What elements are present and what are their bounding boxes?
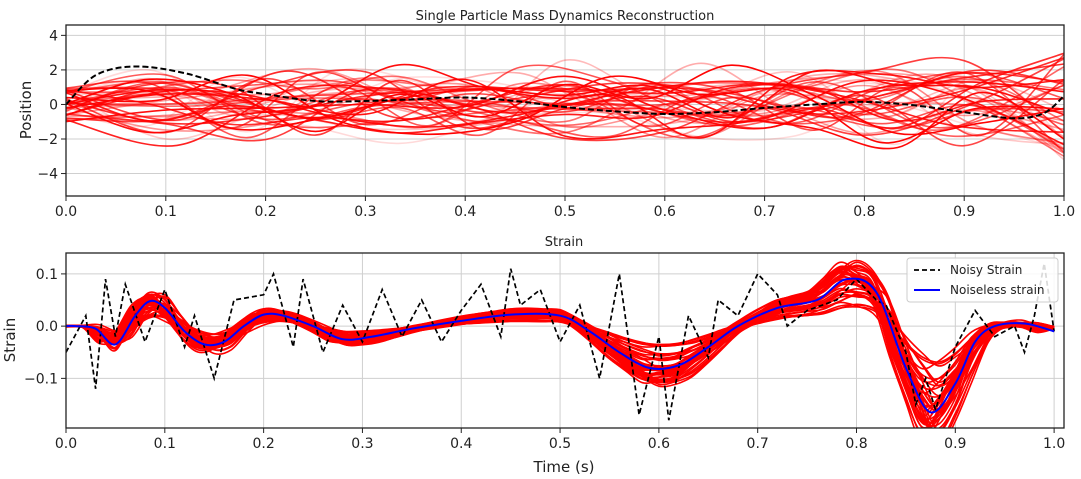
legend-box: [906, 257, 1059, 303]
position-y-tick-label: −2: [37, 132, 58, 148]
strain-x-tick-label: 0.0: [55, 436, 77, 452]
position-sample-line: [66, 63, 1064, 125]
position-sample-line: [66, 81, 1064, 139]
position-y-tick-label: 4: [49, 28, 58, 44]
position-truth-line: [66, 65, 1064, 120]
position-y-ticks: 4 2 0 −2 −4: [37, 28, 66, 183]
strain-y-tick-label: 0.1: [36, 267, 58, 283]
strain-x-label: Time (s): [533, 458, 595, 476]
position-sample-line: [66, 78, 1064, 146]
strain-x-tick-label: 0.5: [549, 436, 571, 452]
position-x-tick-label: 0.8: [853, 204, 875, 220]
strain-panel: Strain 0.0 0.1 0.2 0.3 0.4 0.5 0.6 0.7 0.8 0.9 1.0…: [1, 235, 1065, 476]
strain-legend: Noisy Strain Noiseless strain: [906, 257, 1059, 303]
position-y-tick-label: −4: [37, 167, 58, 183]
position-sample-line: [66, 80, 1064, 137]
position-x-tick-label: 0.2: [254, 204, 276, 220]
position-panel-title: Single Particle Mass Dynamics Reconstruc…: [416, 9, 715, 24]
position-x-tick-label: 0.7: [753, 204, 775, 220]
position-sample-line: [66, 56, 1064, 142]
position-x-tick-label: 0.0: [55, 204, 77, 220]
strain-x-tick-label: 0.1: [154, 436, 176, 452]
position-sample-line: [66, 74, 1064, 144]
strain-x-tick-label: 1.0: [1043, 436, 1065, 452]
position-sample-line: [66, 58, 1064, 137]
position-x-tick-label: 0.9: [953, 204, 975, 220]
position-x-tick-label: 0.1: [155, 204, 177, 220]
strain-sample-line: [66, 259, 1055, 428]
legend-noiseless-label: Noiseless strain: [950, 283, 1045, 297]
position-sample-line: [66, 72, 1064, 154]
strain-panel-title: Strain: [545, 235, 584, 250]
strain-x-tick-label: 0.2: [252, 436, 274, 452]
noiseless-strain-line: [66, 277, 1055, 414]
strain-x-tick-label: 0.4: [450, 436, 472, 452]
position-x-tick-label: 0.6: [654, 204, 676, 220]
position-sample-line: [66, 82, 1064, 132]
position-sample-line: [66, 75, 1064, 130]
strain-frame: [65, 252, 1065, 429]
position-x-tick-label: 0.3: [354, 204, 376, 220]
position-y-tick-label: 0: [49, 97, 58, 113]
position-sample-line: [66, 71, 1064, 153]
strain-x-ticks: 0.0 0.1 0.2 0.3 0.4 0.5 0.6 0.7 0.8 0.9 1.0: [55, 428, 1065, 452]
strain-x-tick-label: 0.8: [845, 436, 867, 452]
strain-y-ticks: 0.1 0.0 −0.1: [24, 267, 66, 387]
strain-sample-lines: [66, 259, 1055, 428]
position-sample-line: [66, 64, 1064, 136]
strain-x-tick-label: 0.7: [747, 436, 769, 452]
position-panel: Single Particle Mass Dynamics Reconstruc…: [17, 9, 1075, 220]
strain-sample-line: [66, 293, 1055, 387]
position-sample-line: [66, 68, 1064, 157]
strain-y-tick-label: −0.1: [24, 371, 58, 387]
strain-x-tick-label: 0.9: [944, 436, 966, 452]
position-sample-line: [66, 84, 1064, 150]
position-sample-line: [66, 68, 1064, 150]
strain-sample-line: [66, 270, 1055, 424]
position-x-ticks: 0.0 0.1 0.2 0.3 0.4 0.5 0.6 0.7 0.8 0.9 1.0: [55, 196, 1075, 220]
position-y-label: Position: [17, 81, 35, 139]
position-sample-line: [66, 64, 1064, 151]
position-x-tick-label: 0.5: [554, 204, 576, 220]
legend-noisy-label: Noisy Strain: [950, 263, 1022, 277]
noisy-strain-line: [66, 263, 1055, 421]
position-sample-line: [66, 66, 1064, 131]
position-x-tick-label: 0.4: [454, 204, 476, 220]
position-y-tick-label: 2: [49, 63, 58, 79]
strain-y-label: Strain: [1, 318, 19, 362]
position-sample-line: [66, 86, 1064, 138]
position-sample-line: [66, 75, 1064, 135]
strain-x-tick-label: 0.6: [648, 436, 670, 452]
strain-y-tick-label: 0.0: [36, 319, 58, 335]
strain-x-tick-label: 0.3: [351, 436, 373, 452]
position-x-tick-label: 1.0: [1053, 204, 1075, 220]
